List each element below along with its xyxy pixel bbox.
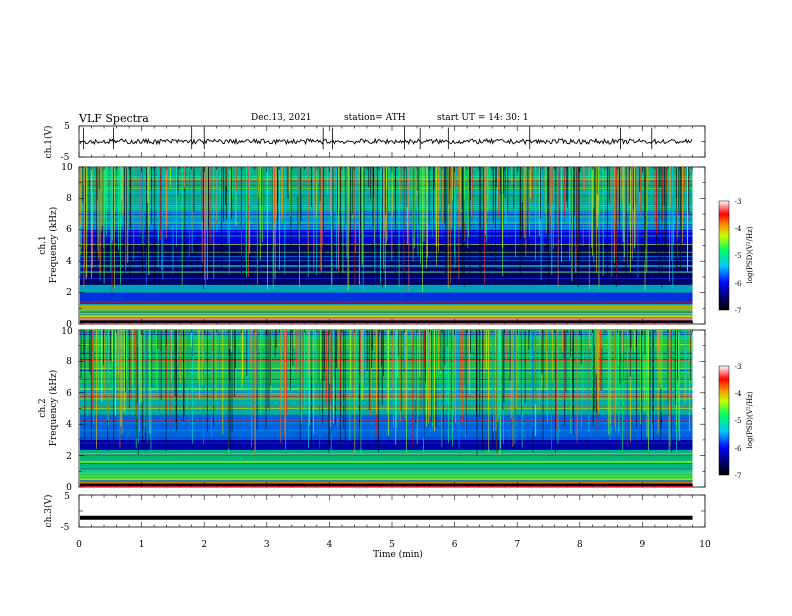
ch2-cb-tick-m7: -7	[735, 472, 742, 480]
axis-ticks	[78, 125, 706, 528]
x-tick-label: 7	[514, 540, 520, 550]
ch2-spec-ytick-0: 0	[66, 483, 72, 493]
ch3-ytick-bottom: -5	[61, 523, 70, 533]
ch1-waveform-line	[79, 137, 693, 146]
ch1-spec-ylabel: Frequency (kHz)	[48, 207, 59, 284]
spectrogram-band-2	[80, 292, 693, 306]
ch2-spec-ylabel: Frequency (kHz)	[48, 370, 59, 447]
x-tick-label: 2	[201, 540, 207, 550]
ch1-spec-ylabel-top: ch.1	[38, 235, 48, 254]
ch1-spec-ytick-10: 10	[61, 163, 73, 173]
x-tick-label: 1	[139, 540, 145, 550]
x-tick-label: 6	[452, 540, 458, 550]
spectrogram-band-1	[80, 468, 693, 481]
ch1-cb-tick-m6: -6	[735, 280, 742, 288]
spectrogram-band-4	[80, 414, 693, 440]
ch2-spec-ytick-10: 10	[61, 327, 73, 337]
x-tick-label: 10	[699, 540, 711, 550]
x-tick-label: 3	[264, 540, 270, 550]
ch2-spec-ylabel-top: ch.2	[38, 398, 48, 417]
ch2-cb-tick-m6: -6	[735, 445, 742, 453]
ch1-spec-ytick-4: 4	[66, 257, 72, 267]
ch2-spec-ytick-8: 8	[66, 357, 72, 367]
ch1-colorbar-label: log(PSD)(V²/Hz)	[746, 226, 754, 283]
ch3-ylabel: ch.3(V)	[43, 495, 54, 528]
ch1-ylabel: ch.1(V)	[43, 126, 54, 159]
x-axis-label: Time (min)	[373, 549, 423, 560]
spectrogram-band-2	[80, 449, 693, 469]
x-tick-label: 5	[389, 540, 395, 550]
ch2-spec-ytick-6: 6	[66, 389, 72, 399]
x-tick-label: 4	[327, 540, 333, 550]
spectrogram-band-3	[80, 439, 693, 450]
date-label: Dec.13, 2021	[251, 113, 312, 123]
spectrogram-band-3	[80, 284, 693, 293]
ch2-cb-tick-m4: -4	[735, 390, 742, 398]
ch3-ytick-top: 5	[64, 492, 70, 502]
ch2-colorbar-label: log(PSD)(V²/Hz)	[746, 391, 754, 448]
ch2-colorbar-gradient	[718, 365, 730, 476]
ch1-cb-tick-m3: -3	[735, 198, 742, 206]
ch2-spec-ytick-4: 4	[66, 420, 72, 430]
ch1-colorbar: -3 -4 -5 -6 -7 log(PSD)(V²/Hz)	[718, 198, 754, 315]
ch2-spec-ytick-2: 2	[66, 452, 72, 462]
ch2-spectrogram	[80, 330, 693, 487]
ch1-spec-ytick-8: 8	[66, 194, 72, 204]
ch1-cb-tick-m5: -5	[735, 252, 742, 260]
ch2-cb-tick-m3: -3	[735, 363, 742, 371]
figure-title: VLF Spectra	[79, 112, 149, 125]
x-tick-labels: 0 1 2 3 4 5 6 7 8 9 10	[76, 540, 711, 550]
ch2-cb-tick-m5: -5	[735, 417, 742, 425]
ch1-cb-tick-m7: -7	[735, 307, 742, 315]
ch1-waveform-spikes	[82, 127, 653, 150]
ch1-ytick-top: 5	[64, 122, 70, 132]
x-tick-label: 9	[640, 540, 646, 550]
ch1-cb-tick-m4: -4	[735, 225, 742, 233]
ch1-spec-ytick-2: 2	[66, 288, 72, 298]
ch2-colorbar: -3 -4 -5 -6 -7 log(PSD)(V²/Hz)	[718, 363, 754, 480]
start-ut-label: start UT = 14: 30: 1	[437, 113, 529, 123]
ch1-ytick-bottom: -5	[61, 153, 70, 163]
ch1-spec-ytick-6: 6	[66, 225, 72, 235]
ch1-colorbar-gradient	[718, 200, 730, 311]
x-tick-label: 8	[577, 540, 583, 550]
station-label: station= ATH	[344, 113, 406, 123]
ch1-spectrogram	[79, 167, 693, 325]
x-tick-label: 0	[76, 540, 82, 550]
ch1-spec-ytick-0: 0	[66, 320, 72, 330]
